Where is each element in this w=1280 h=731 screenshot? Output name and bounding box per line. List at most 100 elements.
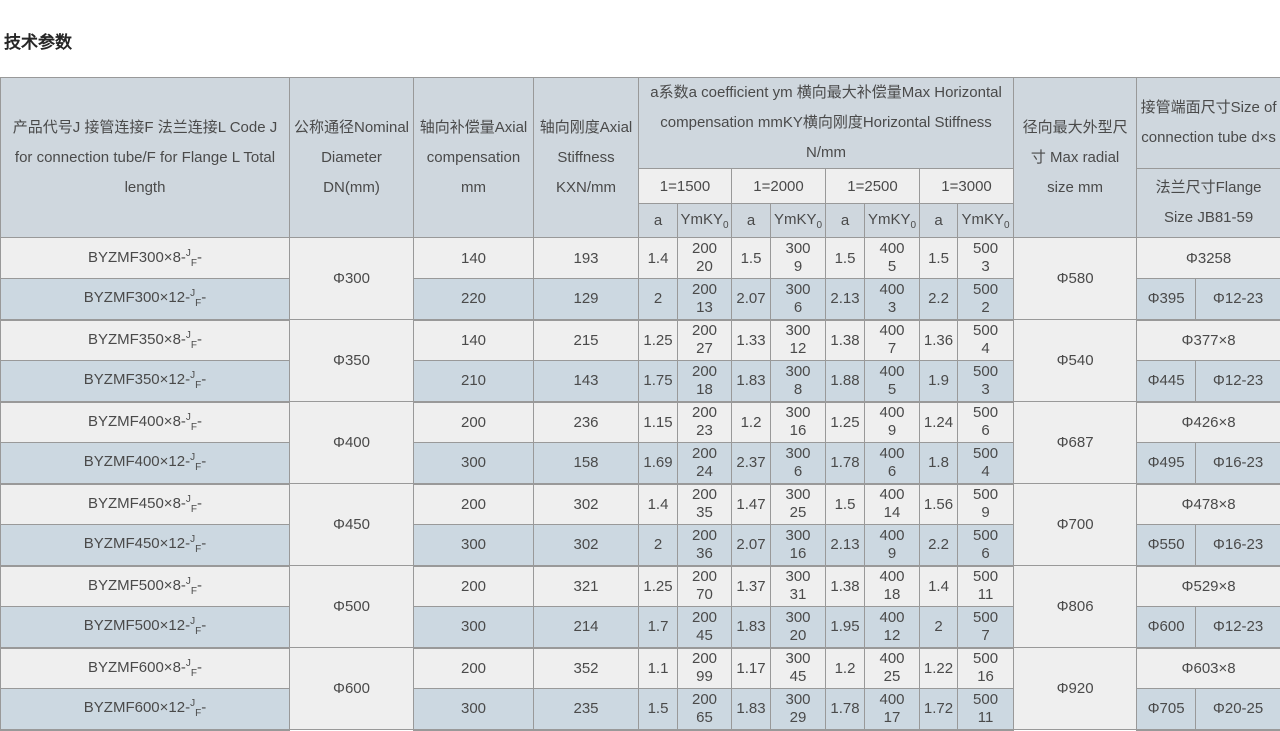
axial-compensation-cell: 200 xyxy=(413,647,534,689)
a-cell: 1.56 xyxy=(919,483,958,525)
a-cell: 1.15 xyxy=(638,401,678,443)
col-header-axial-compensation: 轴向补偿量Axial compensation mm xyxy=(413,77,534,238)
a-cell: 1.69 xyxy=(638,442,678,485)
flange-bolt-cell: Φ16-23 xyxy=(1195,442,1280,485)
ym-cell: 400 9 xyxy=(864,401,920,443)
a-cell: 1.9 xyxy=(919,360,958,403)
ym-cell: 300 25 xyxy=(770,483,826,525)
a-cell: 1.78 xyxy=(825,688,865,731)
axial-stiffness-cell: 321 xyxy=(533,565,639,607)
subgroup-header-3000: 1=3000 xyxy=(918,168,1015,204)
ym-cell: 200 45 xyxy=(677,606,732,649)
flange-diameter-cell: Φ550 xyxy=(1136,524,1197,567)
header-row-a-ym: a YmKY0 a YmKY0 a YmKY0 a YmKY0 xyxy=(1,203,1280,238)
ym-cell: 400 6 xyxy=(864,442,920,485)
table-row: BYZMF300×12-JF- 220 129 2 200 13 2.07 300… xyxy=(0,278,1280,321)
table-row: BYZMF500×8-JF- Φ500 200 321 1.25 200 70 1… xyxy=(0,565,1280,648)
table-body: BYZMF300×8-JF- Φ300 140 193 1.4 200 20 1.… xyxy=(0,237,1280,731)
table-row: BYZMF400×12-JF- 300 158 1.69 200 24 2.37 … xyxy=(0,442,1280,485)
a-cell: 1.22 xyxy=(919,647,958,689)
a-cell: 1.25 xyxy=(638,319,678,361)
axial-compensation-cell: 200 xyxy=(413,483,534,525)
ym-cell: 200 24 xyxy=(677,442,732,485)
ym-cell: 500 2 xyxy=(956,278,1015,321)
ym-cell: 500 16 xyxy=(956,647,1015,689)
col-header-ym-1: YmKY0 xyxy=(677,203,732,238)
a-cell: 1.24 xyxy=(919,401,958,443)
product-code-cell: BYZMF350×8-JF- xyxy=(0,319,290,361)
subgroup-header-2000: 1=2000 xyxy=(731,168,826,204)
product-code-cell: BYZMF400×12-JF- xyxy=(0,442,290,485)
a-cell: 1.7 xyxy=(638,606,678,649)
ym-cell: 300 45 xyxy=(770,647,826,689)
a-cell: 1.5 xyxy=(731,237,771,279)
col-header-ym-2: YmKY0 xyxy=(770,203,826,238)
ym-cell: 400 18 xyxy=(864,565,920,607)
subgroup-header-2500: 1=2500 xyxy=(825,168,920,204)
a-cell: 1.5 xyxy=(825,237,865,279)
product-code-cell: BYZMF500×12-JF- xyxy=(0,606,290,649)
col-header-tube-size: 接管端面尺寸Size of connection tube d×s xyxy=(1136,77,1280,169)
flange-diameter-cell: Φ395 xyxy=(1136,278,1197,321)
ym-cell: 200 27 xyxy=(677,319,732,361)
radial-size-cell: Φ700 xyxy=(1013,483,1138,566)
product-code-cell: BYZMF500×8-JF- xyxy=(0,565,290,607)
ym-cell: 500 11 xyxy=(956,565,1015,607)
a-cell: 2.37 xyxy=(731,442,771,485)
flange-bolt-cell: Φ12-23 xyxy=(1195,606,1280,649)
product-code-cell: BYZMF450×12-JF- xyxy=(0,524,290,567)
ym-cell: 500 4 xyxy=(956,442,1015,485)
ym-cell: 300 8 xyxy=(770,360,826,403)
table-row: BYZMF350×12-JF- 210 143 1.75 200 18 1.83 … xyxy=(0,360,1280,403)
axial-stiffness-cell: 143 xyxy=(533,360,639,403)
a-cell: 1.37 xyxy=(731,565,771,607)
a-cell: 1.83 xyxy=(731,606,771,649)
axial-compensation-cell: 300 xyxy=(413,688,534,731)
a-cell: 1.38 xyxy=(825,565,865,607)
ym-cell: 200 36 xyxy=(677,524,732,567)
dn-cell: Φ350 xyxy=(289,319,414,402)
table-row: BYZMF400×8-JF- Φ400 200 236 1.15 200 23 1… xyxy=(0,401,1280,484)
axial-stiffness-cell: 215 xyxy=(533,319,639,361)
axial-stiffness-cell: 302 xyxy=(533,483,639,525)
a-cell: 2.07 xyxy=(731,524,771,567)
ym-cell: 500 3 xyxy=(956,237,1015,279)
ym-cell: 200 35 xyxy=(677,483,732,525)
a-cell: 1.36 xyxy=(919,319,958,361)
table-row: BYZMF600×12-JF- 300 235 1.5 200 65 1.83 3… xyxy=(0,688,1280,731)
table-row: BYZMF300×8-JF- Φ300 140 193 1.4 200 20 1.… xyxy=(0,237,1280,320)
ym-cell: 300 31 xyxy=(770,565,826,607)
axial-compensation-cell: 300 xyxy=(413,524,534,567)
col-header-a-4: a xyxy=(919,203,958,238)
ym-cell: 200 23 xyxy=(677,401,732,443)
ym-cell: 500 11 xyxy=(956,688,1015,731)
tube-size-cell: Φ377×8 xyxy=(1136,319,1280,361)
a-cell: 2 xyxy=(638,278,678,321)
a-cell: 2.07 xyxy=(731,278,771,321)
radial-size-cell: Φ580 xyxy=(1013,237,1138,320)
ym-cell: 500 9 xyxy=(956,483,1015,525)
ym-cell: 400 7 xyxy=(864,319,920,361)
col-header-axial-stiffness: 轴向刚度Axial Stiffness KXN/mm xyxy=(533,77,639,238)
ym-cell: 200 65 xyxy=(677,688,732,731)
radial-size-cell: Φ920 xyxy=(1013,647,1138,730)
flange-bolt-cell: Φ12-23 xyxy=(1195,360,1280,403)
axial-compensation-cell: 140 xyxy=(413,237,534,279)
dn-cell: Φ400 xyxy=(289,401,414,484)
product-code-cell: BYZMF300×8-JF- xyxy=(0,237,290,279)
a-cell: 1.5 xyxy=(825,483,865,525)
a-cell: 1.4 xyxy=(638,483,678,525)
flange-diameter-cell: Φ705 xyxy=(1136,688,1197,731)
header-row-main: 产品代号J 接管连接F 法兰连接L Code J for connection … xyxy=(0,77,1280,238)
axial-stiffness-cell: 158 xyxy=(533,442,639,485)
a-cell: 1.95 xyxy=(825,606,865,649)
a-cell: 1.78 xyxy=(825,442,865,485)
a-cell: 1.5 xyxy=(638,688,678,731)
ym-cell: 500 7 xyxy=(956,606,1015,649)
flange-diameter-cell: Φ600 xyxy=(1136,606,1197,649)
page-title: 技术参数 xyxy=(4,33,72,52)
tube-size-cell: Φ478×8 xyxy=(1136,483,1280,525)
product-code-cell: BYZMF300×12-JF- xyxy=(0,278,290,321)
ym-cell: 200 70 xyxy=(677,565,732,607)
axial-compensation-cell: 220 xyxy=(413,278,534,321)
